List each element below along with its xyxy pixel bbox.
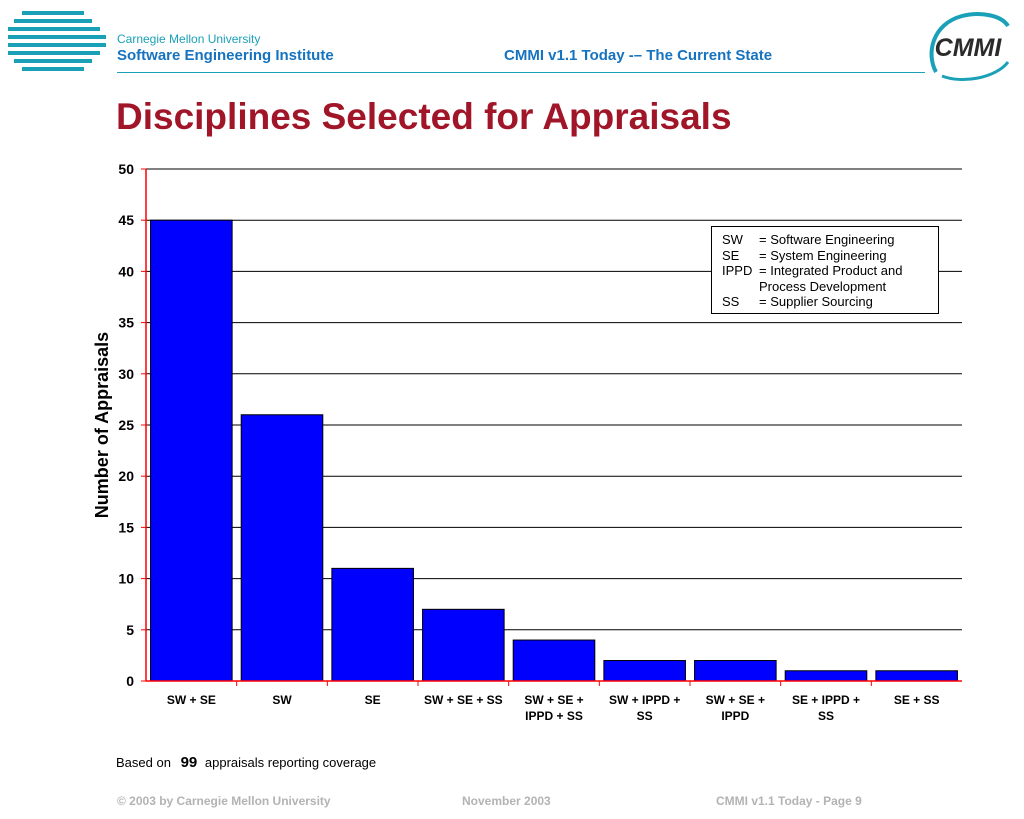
y-tick-label: 50 <box>118 161 134 177</box>
cmmi-logo-text: CMMI <box>935 34 1003 62</box>
y-tick-label: 5 <box>126 622 134 638</box>
y-axis-title: Number of Appraisals <box>92 332 112 518</box>
legend-definition: Process Development <box>759 278 887 294</box>
legend-definition: = System Engineering <box>759 247 887 263</box>
y-tick-label: 25 <box>118 417 134 433</box>
legend-definition: = Integrated Product and <box>759 263 903 278</box>
legend-definition: = Supplier Sourcing <box>759 294 873 309</box>
x-tick-label: SW + SE + IPPD <box>706 693 765 723</box>
footer-copyright: © 2003 by Carnegie Mellon University <box>117 794 331 808</box>
legend-entry: Process Development <box>722 279 938 295</box>
y-tick-label: 15 <box>118 519 134 535</box>
x-tick-label: SW + SE <box>167 693 216 707</box>
bar <box>512 639 596 682</box>
x-tick-label: SE + SS <box>894 693 940 707</box>
legend-definition: = Software Engineering <box>759 232 895 247</box>
x-tick-label: SW <box>272 693 292 707</box>
legend-abbr: IPPD <box>722 263 753 278</box>
bar <box>150 219 233 682</box>
y-tick-label: 20 <box>118 468 134 484</box>
bar <box>422 608 505 682</box>
legend-abbr: SS <box>722 294 740 309</box>
header-divider <box>117 72 925 73</box>
y-tick-label: 0 <box>126 673 134 689</box>
bar <box>694 660 777 682</box>
page-title: Disciplines Selected for Appraisals <box>116 96 732 137</box>
y-tick-label: 10 <box>118 571 134 587</box>
bar <box>875 670 958 682</box>
footnote-prefix: Based on <box>116 755 171 770</box>
bar <box>240 414 324 682</box>
y-tick-label: 35 <box>118 315 134 331</box>
cmmi-logo-icon: CMMI <box>929 12 1010 81</box>
legend-abbr <box>722 279 759 295</box>
legend-abbr: SE <box>722 247 740 263</box>
legend-entry: IPPD = Integrated Product and <box>722 263 938 279</box>
y-tick-label: 45 <box>118 212 134 228</box>
y-tick-label: 30 <box>118 366 134 382</box>
sei-logo-icon <box>8 11 106 71</box>
legend-entry: SS = Supplier Sourcing <box>722 294 938 310</box>
x-tick-label: SE + IPPD + SS <box>792 693 860 723</box>
bar <box>603 660 686 682</box>
x-tick-label: SE <box>365 693 381 707</box>
header-title: CMMI v1.1 Today -– The Current State <box>504 47 773 64</box>
footer-date: November 2003 <box>462 794 551 808</box>
bar <box>331 567 414 682</box>
x-tick-label: SW + SE + SS <box>424 693 503 707</box>
footnote-suffix: appraisals reporting coverage <box>204 755 377 770</box>
footnote-count: 99 <box>180 754 198 771</box>
org-institute: Software Engineering Institute <box>117 47 334 64</box>
x-tick-label: SW + SE + IPPD + SS <box>524 693 583 723</box>
org-university: Carnegie Mellon University <box>117 32 261 46</box>
legend-abbr: SW <box>722 232 743 247</box>
chart-legend: SW = Software Engineering SE = System En… <box>711 226 939 314</box>
legend-entry: SW = Software Engineering <box>722 232 938 248</box>
x-tick-label: SW + IPPD + SS <box>609 693 680 723</box>
footnote: Based on 99 appraisals reporting coverag… <box>116 754 376 771</box>
legend-entry: SE = System Engineering <box>722 248 938 264</box>
y-tick-label: 40 <box>118 263 134 279</box>
bar <box>784 670 868 682</box>
footer-page-number: CMMI v1.1 Today - Page 9 <box>716 794 862 808</box>
